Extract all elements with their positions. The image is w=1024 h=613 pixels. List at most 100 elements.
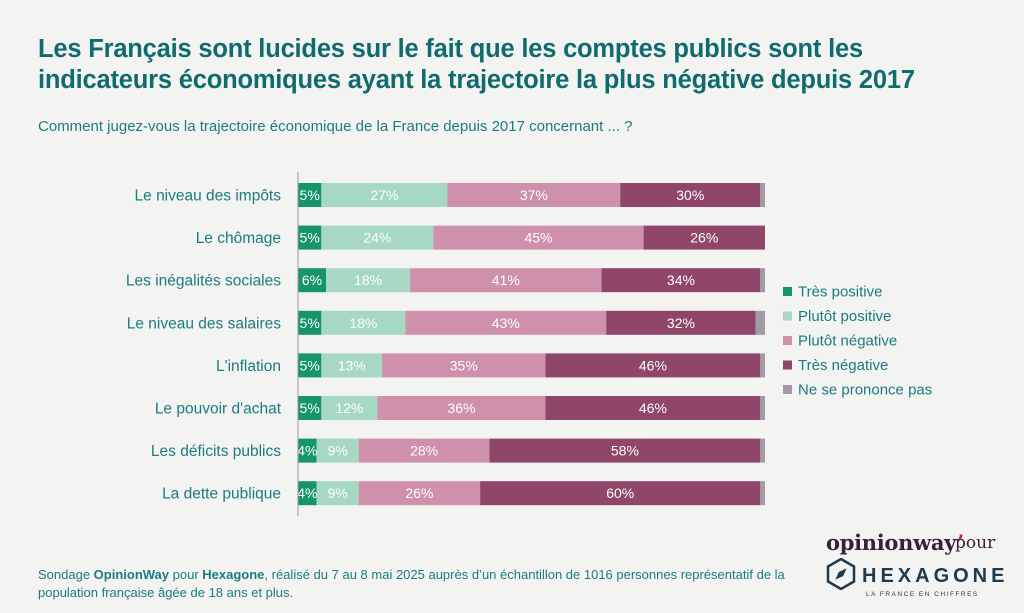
bar-segment: [358, 481, 481, 506]
legend-label: Très positive: [798, 284, 882, 301]
bar-segment: [298, 396, 322, 420]
legend-label: Très négative: [798, 357, 888, 374]
value-label: 37%: [520, 187, 548, 203]
category-label: Les déficits publics: [151, 443, 281, 460]
bar-segment: [298, 353, 322, 378]
legend-swatch: [783, 360, 792, 370]
bar-segment: [410, 268, 602, 293]
legend-label: Plutôt négative: [798, 333, 897, 350]
bar-segment: [601, 268, 761, 293]
bar-segment: [433, 225, 644, 250]
bar-segment: [316, 481, 359, 506]
value-label: 32%: [667, 315, 695, 331]
bar-segment: [321, 225, 434, 250]
hexagone-compass-icon: [826, 558, 856, 590]
legend-swatch: [783, 336, 792, 345]
value-label: 4%: [297, 485, 317, 501]
bar-segment: [760, 183, 765, 207]
bar-segment: [326, 268, 411, 293]
bar-segment: [298, 438, 317, 463]
value-label: 27%: [370, 187, 398, 203]
bar-segment: [480, 481, 761, 506]
category-label: Le niveau des salaires: [127, 315, 281, 332]
bar-segment: [643, 225, 765, 250]
bar-segment: [298, 225, 322, 250]
value-label: 26%: [690, 230, 718, 246]
legend-swatch: [783, 287, 792, 296]
value-label: 5%: [300, 400, 320, 416]
value-label: 34%: [667, 272, 695, 288]
bar-segment: [760, 481, 765, 506]
category-label: Le pouvoir d'achat: [155, 401, 282, 418]
bar-segment: [358, 438, 490, 463]
footer-brand-hexagone: Hexagone: [202, 567, 265, 582]
value-label: 46%: [639, 357, 667, 373]
bar-segment: [447, 183, 621, 207]
value-label: 30%: [676, 187, 704, 203]
opinionway-logo: opinionway’: [826, 530, 964, 555]
value-label: 5%: [300, 187, 320, 203]
value-label: 9%: [328, 443, 348, 459]
bar-segment: [321, 353, 383, 378]
value-label: 28%: [410, 443, 438, 459]
value-label: 58%: [611, 443, 639, 459]
logo-pour-text: pour: [955, 533, 996, 553]
bar-segment: [298, 268, 327, 293]
bar-segment: [760, 396, 765, 420]
bar-segment: [760, 438, 765, 463]
footer-brand-opinionway: OpinionWay: [93, 567, 170, 582]
value-label: 18%: [354, 272, 382, 288]
bar-segment: [298, 183, 322, 207]
chart-subtitle: Comment jugez-vous la trajectoire économ…: [38, 118, 633, 135]
hexagone-logo-subtitle: LA FRANCE EN CHIFFRES: [866, 591, 979, 598]
legend-swatch: [783, 385, 792, 394]
bar-segment: [606, 310, 756, 335]
category-label: Le niveau des impôts: [135, 188, 282, 205]
value-label: 41%: [492, 272, 520, 288]
value-label: 5%: [300, 315, 320, 331]
value-label: 5%: [300, 230, 320, 246]
value-label: 6%: [302, 272, 322, 288]
footer-rest: , réalisé du 7 au 8 mai 2025 auprès d’un…: [38, 567, 785, 600]
value-label: 35%: [450, 357, 478, 373]
bar-segment: [377, 396, 546, 420]
value-label: 36%: [447, 400, 475, 416]
value-label: 18%: [349, 315, 377, 331]
value-label: 43%: [492, 315, 520, 331]
value-label: 5%: [300, 357, 320, 373]
bar-segment: [321, 183, 448, 207]
hexagone-logo-text: HEXAGONE: [862, 565, 1009, 587]
footer-mid: pour: [169, 567, 203, 582]
value-label: 26%: [405, 485, 433, 501]
category-label: Les inégalités sociales: [126, 273, 281, 290]
footer-prefix: Sondage: [38, 567, 94, 582]
value-label: 60%: [606, 485, 634, 501]
chart-title: Les Français sont lucides sur le fait qu…: [38, 35, 915, 94]
bar-segment: [760, 353, 765, 378]
legend-label: Plutôt positive: [798, 308, 891, 325]
footer-note: Sondage OpinionWay pour Hexagone, réalis…: [38, 566, 818, 602]
value-label: 24%: [363, 230, 391, 246]
value-label: 12%: [335, 400, 363, 416]
bar-segment: [760, 268, 765, 293]
bar-segment: [620, 183, 761, 207]
bar-segment: [382, 353, 546, 378]
category-label: L'inflation: [216, 358, 281, 375]
bar-segment: [545, 353, 761, 378]
value-label: 4%: [297, 443, 317, 459]
bar-segment: [321, 310, 406, 335]
bar-segment: [545, 396, 761, 420]
value-label: 46%: [639, 400, 667, 416]
bar-segment: [321, 396, 378, 420]
bar-segment: [755, 310, 765, 335]
category-label: Le chômage: [196, 230, 281, 247]
bar-segment: [298, 481, 317, 506]
bar-segment: [298, 310, 322, 335]
category-label: La dette publique: [162, 486, 281, 503]
legend-swatch: [783, 311, 792, 321]
value-label: 9%: [328, 485, 348, 501]
value-label: 45%: [524, 230, 552, 246]
value-label: 13%: [338, 357, 366, 373]
legend-label: Ne se prononce pas: [798, 382, 932, 399]
